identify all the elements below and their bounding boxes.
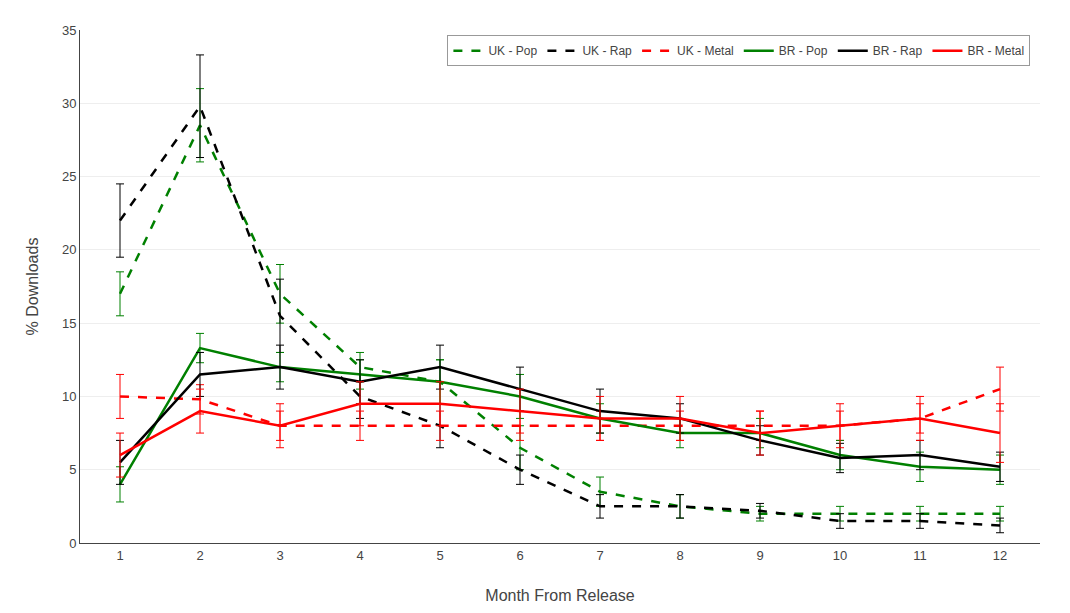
svg-text:10: 10: [833, 548, 847, 563]
svg-text:Month From Release: Month From Release: [485, 587, 634, 604]
svg-text:4: 4: [356, 548, 363, 563]
svg-text:10: 10: [62, 389, 76, 404]
svg-text:3: 3: [276, 548, 283, 563]
svg-text:BR - Pop: BR - Pop: [779, 44, 828, 58]
svg-text:35: 35: [62, 23, 76, 38]
svg-text:12: 12: [993, 548, 1007, 563]
svg-text:UK - Rap: UK - Rap: [582, 44, 632, 58]
svg-text:5: 5: [436, 548, 443, 563]
svg-text:0: 0: [69, 536, 76, 551]
svg-text:UK - Metal: UK - Metal: [677, 44, 734, 58]
svg-text:UK - Pop: UK - Pop: [488, 44, 537, 58]
svg-text:30: 30: [62, 96, 76, 111]
svg-text:9: 9: [756, 548, 763, 563]
svg-text:BR - Rap: BR - Rap: [873, 44, 923, 58]
svg-text:8: 8: [676, 548, 683, 563]
svg-text:7: 7: [596, 548, 603, 563]
svg-text:2: 2: [196, 548, 203, 563]
svg-text:BR - Metal: BR - Metal: [967, 44, 1024, 58]
svg-text:6: 6: [516, 548, 523, 563]
svg-text:15: 15: [62, 316, 76, 331]
svg-text:25: 25: [62, 169, 76, 184]
svg-text:5: 5: [69, 462, 76, 477]
svg-text:1: 1: [116, 548, 123, 563]
svg-text:20: 20: [62, 242, 76, 257]
svg-text:% Downloads: % Downloads: [24, 238, 41, 336]
svg-text:11: 11: [913, 548, 927, 563]
